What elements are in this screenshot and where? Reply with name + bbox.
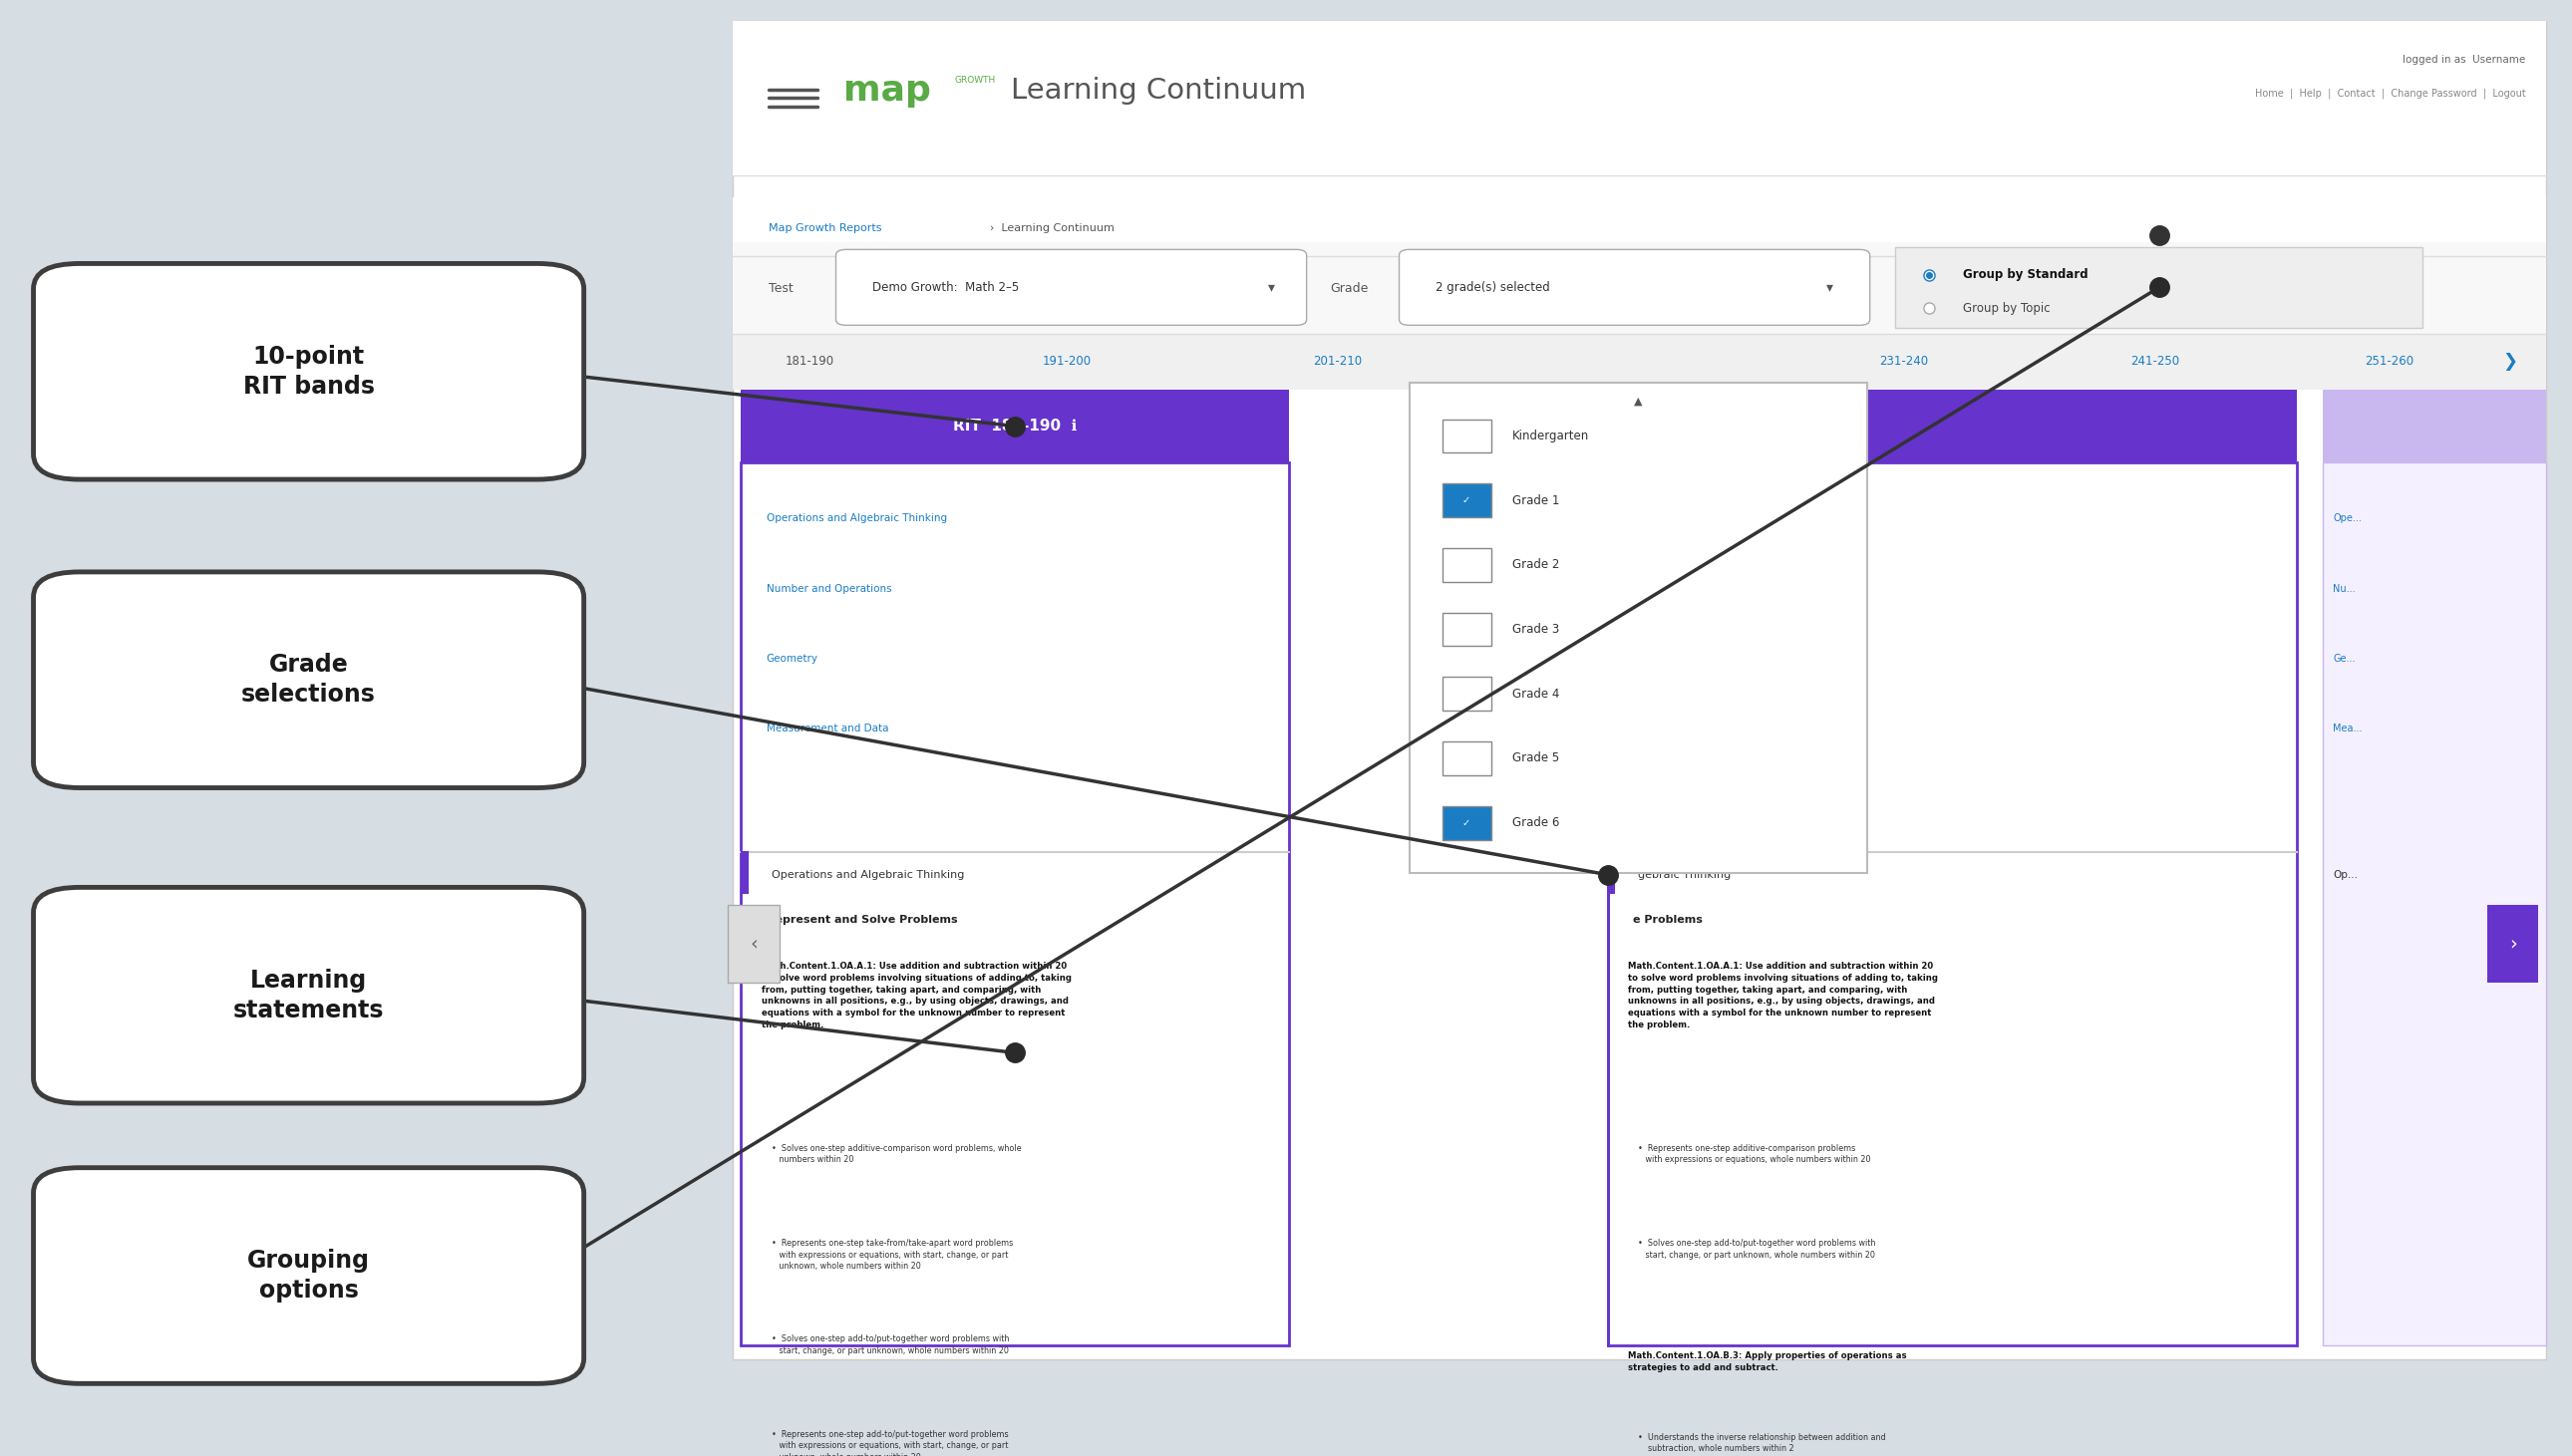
FancyBboxPatch shape	[33, 572, 584, 788]
Text: Math.Content.1.OA.A.1: Use addition and subtraction within 20
to solve word prob: Math.Content.1.OA.A.1: Use addition and …	[1628, 961, 1939, 1029]
Text: Map Growth Reports: Map Growth Reports	[769, 224, 882, 233]
FancyBboxPatch shape	[1399, 249, 1870, 325]
Text: Grade
selections: Grade selections	[242, 654, 376, 706]
Text: Ge...: Ge...	[2333, 654, 2356, 664]
Bar	[1443, 677, 1492, 711]
Bar	[1443, 613, 1492, 646]
Text: Group by Standard: Group by Standard	[1962, 268, 2088, 281]
Text: Demo Growth:  Math 2–5: Demo Growth: Math 2–5	[872, 281, 1019, 294]
Bar	[1443, 483, 1492, 517]
Text: Measurement and Data: Measurement and Data	[766, 724, 887, 734]
Text: •  Solves one-step additive-comparison word problems, whole
   numbers within 20: • Solves one-step additive-comparison wo…	[772, 1144, 1021, 1165]
Text: 181-190: 181-190	[784, 355, 836, 368]
Text: Grade: Grade	[1330, 281, 1368, 294]
Text: ❯: ❯	[2503, 352, 2518, 371]
FancyBboxPatch shape	[33, 887, 584, 1104]
Text: 251-260: 251-260	[2364, 355, 2415, 368]
Bar	[733, 198, 2546, 253]
Text: 10-point
RIT bands: 10-point RIT bands	[242, 345, 376, 399]
Text: ‹: ‹	[748, 935, 759, 954]
Text: RIT  181-190  ℹ: RIT 181-190 ℹ	[952, 419, 1078, 434]
Text: ›  Learning Continuum: › Learning Continuum	[990, 224, 1114, 233]
Bar	[741, 850, 748, 894]
Text: e Problems: e Problems	[1633, 914, 1703, 925]
Bar	[1443, 807, 1492, 840]
Bar	[741, 390, 1289, 463]
FancyBboxPatch shape	[836, 249, 1307, 325]
Text: Grade 3: Grade 3	[1512, 623, 1559, 636]
Text: 2 grade(s) selected: 2 grade(s) selected	[1435, 281, 1548, 294]
Text: ✓: ✓	[1461, 818, 1471, 828]
Text: ▾: ▾	[1268, 281, 1276, 294]
Bar	[1409, 383, 1867, 874]
Bar	[733, 20, 2546, 175]
Bar	[1608, 390, 2297, 463]
Text: Grade 1: Grade 1	[1512, 494, 1559, 507]
Text: •  Represents one-step additive-comparison problems
   with expressions or equat: • Represents one-step additive-compariso…	[1638, 1144, 1872, 1165]
Text: Op...: Op...	[2333, 869, 2359, 879]
Text: Learning
statements: Learning statements	[234, 968, 383, 1022]
Text: ›: ›	[2508, 935, 2518, 954]
Text: Kindergarten: Kindergarten	[1512, 430, 1589, 443]
Bar	[2487, 906, 2539, 983]
Text: Home  |  Help  |  Contact  |  Change Password  |  Logout: Home | Help | Contact | Change Password …	[2256, 89, 2526, 99]
Text: Math.Content.1.OA.B.3: Apply properties of operations as
strategies to add and s: Math.Content.1.OA.B.3: Apply properties …	[1628, 1351, 1906, 1372]
Text: •  Represents one-step add-to/put-together word problems
   with expressions or : • Represents one-step add-to/put-togethe…	[772, 1430, 1008, 1456]
Bar	[1608, 463, 2297, 1345]
Text: Grade 6: Grade 6	[1512, 817, 1559, 830]
Text: ✓: ✓	[1461, 495, 1471, 505]
Text: Grade 2: Grade 2	[1512, 559, 1559, 571]
Bar	[2323, 463, 2546, 1345]
Text: Mea...: Mea...	[2333, 724, 2361, 734]
Text: •  Understands the inverse relationship between addition and
    subtraction, wh: • Understands the inverse relationship b…	[1638, 1433, 1885, 1453]
Text: ▲: ▲	[1633, 396, 1644, 406]
Text: Grouping
options: Grouping options	[247, 1249, 370, 1302]
Bar	[1443, 419, 1492, 453]
Text: Test: Test	[769, 281, 795, 294]
Text: Grade 4: Grade 4	[1512, 687, 1559, 700]
Bar	[1443, 741, 1492, 775]
Text: Operations and Algebraic Thinking: Operations and Algebraic Thinking	[766, 514, 946, 524]
FancyBboxPatch shape	[33, 1168, 584, 1383]
Text: Learning Continuum: Learning Continuum	[1011, 77, 1307, 105]
Bar	[1896, 246, 2423, 328]
Text: 241-250: 241-250	[2130, 355, 2181, 368]
Text: Nu...: Nu...	[2333, 584, 2356, 594]
Text: 201-210: 201-210	[1312, 355, 1363, 368]
Bar	[733, 20, 2546, 1360]
Text: Operations and Algebraic Thinking: Operations and Algebraic Thinking	[772, 869, 964, 879]
Text: Grade 5: Grade 5	[1512, 751, 1559, 764]
Text: •  Represents one-step take-from/take-apart word problems
   with expressions or: • Represents one-step take-from/take-apa…	[772, 1239, 1013, 1271]
Text: 191-200: 191-200	[1042, 355, 1093, 368]
Text: Number and Operations: Number and Operations	[766, 584, 892, 594]
Bar	[2323, 390, 2546, 463]
Text: Ope...: Ope...	[2333, 514, 2361, 524]
Text: •  Solves one-step add-to/put-together word problems with
   start, change, or p: • Solves one-step add-to/put-together wo…	[772, 1335, 1008, 1356]
Bar	[733, 243, 2546, 333]
Text: Math.Content.1.OA.A.1: Use addition and subtraction within 20
to solve word prob: Math.Content.1.OA.A.1: Use addition and …	[761, 961, 1073, 1029]
Bar	[1608, 850, 1615, 894]
FancyBboxPatch shape	[33, 264, 584, 479]
Text: •  Solves one-step add-to/put-together word problems with
   start, change, or p: • Solves one-step add-to/put-together wo…	[1638, 1239, 1875, 1259]
Text: GROWTH: GROWTH	[954, 76, 995, 84]
Text: Group by Topic: Group by Topic	[1962, 301, 2050, 314]
Text: Geometry: Geometry	[766, 654, 818, 664]
Bar	[733, 333, 2546, 390]
Bar	[728, 906, 779, 983]
Text: gebraic Thinking: gebraic Thinking	[1638, 869, 1731, 879]
Text: ▾: ▾	[1826, 281, 1834, 294]
Text: c Thinking: c Thinking	[1620, 514, 1674, 524]
Text: 231-240: 231-240	[1878, 355, 1929, 368]
Bar	[1443, 547, 1492, 582]
Text: map: map	[844, 74, 931, 108]
Text: RIT  191-200  ℹ: RIT 191-200 ℹ	[1633, 419, 1757, 434]
Bar	[741, 463, 1289, 1345]
Text: logged in as  Username: logged in as Username	[2402, 55, 2526, 66]
Text: Represent and Solve Problems: Represent and Solve Problems	[766, 914, 957, 925]
